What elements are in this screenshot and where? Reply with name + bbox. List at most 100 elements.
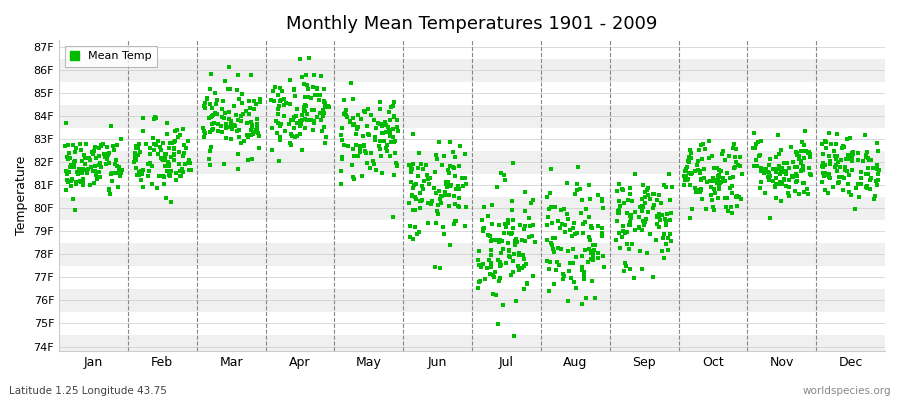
Point — [512, 250, 526, 256]
Point — [578, 219, 592, 225]
Point — [245, 156, 259, 162]
Point — [482, 257, 496, 263]
Point — [346, 122, 360, 128]
Point — [858, 132, 872, 138]
Point — [708, 190, 723, 197]
Point — [414, 198, 428, 204]
Point — [632, 214, 646, 220]
Point — [657, 231, 671, 238]
Point — [682, 215, 697, 221]
Point — [546, 248, 561, 255]
Point — [252, 133, 266, 140]
Point — [548, 203, 562, 210]
Point — [346, 121, 361, 127]
Point — [128, 152, 142, 158]
Point — [297, 125, 311, 132]
Point — [845, 152, 859, 158]
Point — [840, 168, 854, 174]
Point — [774, 179, 788, 186]
Point — [75, 170, 89, 176]
Point — [68, 206, 82, 213]
Point — [358, 148, 373, 154]
Point — [628, 171, 643, 178]
Point — [383, 116, 398, 123]
Point — [575, 301, 590, 307]
Point — [449, 186, 464, 192]
Point — [636, 218, 651, 224]
Point — [770, 181, 784, 188]
Point — [112, 168, 127, 174]
Point — [639, 216, 653, 222]
Point — [789, 164, 804, 170]
Point — [641, 192, 655, 198]
Point — [98, 154, 112, 160]
Point — [110, 141, 124, 148]
Point — [622, 222, 636, 229]
Point — [317, 98, 331, 105]
Point — [662, 197, 677, 203]
Point — [543, 190, 557, 197]
Point — [682, 159, 697, 166]
Point — [842, 156, 856, 162]
Point — [491, 257, 505, 263]
Point — [697, 175, 711, 181]
Point — [507, 251, 521, 258]
Point — [346, 174, 360, 180]
Point — [216, 98, 230, 104]
Point — [231, 117, 246, 123]
Point — [130, 152, 145, 158]
Point — [788, 164, 802, 170]
Point — [438, 179, 453, 185]
Point — [250, 125, 265, 132]
Point — [754, 138, 769, 145]
Bar — [59, 197, 885, 220]
Point — [267, 84, 282, 90]
Point — [753, 151, 768, 158]
Point — [406, 185, 420, 192]
Point — [387, 113, 401, 120]
Point — [335, 156, 349, 162]
Point — [78, 155, 93, 161]
Point — [797, 189, 812, 195]
Point — [476, 225, 491, 231]
Point — [422, 180, 436, 187]
Point — [717, 178, 732, 184]
Point — [244, 132, 258, 138]
Point — [544, 219, 559, 226]
Point — [171, 134, 185, 140]
Point — [683, 171, 698, 178]
Point — [102, 150, 116, 156]
Point — [579, 295, 593, 301]
Point — [415, 183, 429, 190]
Point — [697, 166, 711, 172]
Point — [477, 204, 491, 210]
Point — [526, 197, 540, 204]
Point — [583, 250, 598, 256]
Point — [373, 146, 387, 152]
Point — [576, 229, 590, 236]
Point — [652, 213, 666, 220]
Point — [489, 292, 503, 298]
Point — [838, 163, 852, 170]
Point — [274, 88, 289, 94]
Point — [147, 116, 161, 122]
Point — [761, 170, 776, 176]
Point — [495, 238, 509, 244]
Point — [706, 175, 721, 181]
Point — [836, 174, 850, 181]
Point — [577, 268, 591, 275]
Point — [767, 166, 781, 172]
Point — [158, 195, 173, 201]
Point — [113, 136, 128, 142]
Point — [100, 151, 114, 158]
Point — [386, 134, 400, 140]
Point — [517, 226, 531, 233]
Point — [728, 159, 742, 165]
Point — [131, 141, 146, 147]
Point — [338, 111, 352, 117]
Point — [136, 115, 150, 121]
Point — [182, 157, 196, 164]
Point — [166, 151, 181, 157]
Point — [839, 156, 853, 162]
Point — [242, 111, 256, 118]
